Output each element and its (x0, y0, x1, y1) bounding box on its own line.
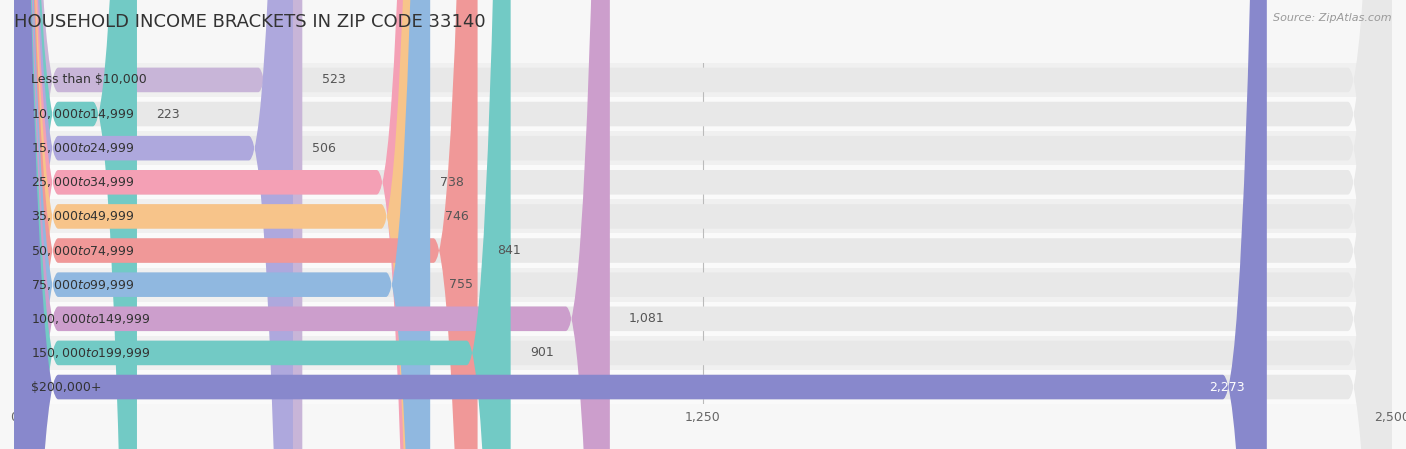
FancyBboxPatch shape (14, 0, 1392, 449)
Text: 738: 738 (440, 176, 464, 189)
Text: 523: 523 (322, 74, 346, 86)
Text: 901: 901 (530, 347, 554, 359)
FancyBboxPatch shape (14, 0, 1392, 449)
FancyBboxPatch shape (14, 0, 478, 449)
Text: $35,000 to $49,999: $35,000 to $49,999 (31, 209, 134, 224)
Bar (14, 336, 1392, 370)
Text: $75,000 to $99,999: $75,000 to $99,999 (31, 277, 134, 292)
Text: 506: 506 (312, 142, 336, 154)
Bar (14, 370, 1392, 404)
Text: $10,000 to $14,999: $10,000 to $14,999 (31, 107, 134, 121)
Bar (14, 268, 1392, 302)
FancyBboxPatch shape (14, 0, 1392, 449)
FancyBboxPatch shape (14, 0, 425, 449)
FancyBboxPatch shape (14, 0, 292, 449)
Text: 1,081: 1,081 (628, 313, 665, 325)
FancyBboxPatch shape (14, 0, 510, 449)
FancyBboxPatch shape (14, 0, 1392, 449)
Bar (14, 165, 1392, 199)
Text: Less than $10,000: Less than $10,000 (31, 74, 146, 86)
Text: $50,000 to $74,999: $50,000 to $74,999 (31, 243, 134, 258)
Bar (14, 199, 1392, 233)
FancyBboxPatch shape (14, 0, 302, 449)
Bar (14, 63, 1392, 97)
Text: 755: 755 (450, 278, 474, 291)
FancyBboxPatch shape (14, 0, 610, 449)
Text: $200,000+: $200,000+ (31, 381, 101, 393)
FancyBboxPatch shape (14, 0, 1392, 449)
FancyBboxPatch shape (14, 0, 136, 449)
Text: $15,000 to $24,999: $15,000 to $24,999 (31, 141, 134, 155)
FancyBboxPatch shape (14, 0, 1392, 449)
Text: 841: 841 (496, 244, 520, 257)
Text: Source: ZipAtlas.com: Source: ZipAtlas.com (1274, 13, 1392, 23)
Text: HOUSEHOLD INCOME BRACKETS IN ZIP CODE 33140: HOUSEHOLD INCOME BRACKETS IN ZIP CODE 33… (14, 13, 485, 31)
FancyBboxPatch shape (14, 0, 1392, 449)
Text: $150,000 to $199,999: $150,000 to $199,999 (31, 346, 150, 360)
FancyBboxPatch shape (14, 0, 420, 449)
Text: $100,000 to $149,999: $100,000 to $149,999 (31, 312, 150, 326)
FancyBboxPatch shape (14, 0, 1392, 449)
Bar (14, 233, 1392, 268)
FancyBboxPatch shape (14, 0, 1392, 449)
FancyBboxPatch shape (14, 0, 430, 449)
Bar (14, 302, 1392, 336)
Text: 223: 223 (156, 108, 180, 120)
Text: $25,000 to $34,999: $25,000 to $34,999 (31, 175, 134, 189)
Bar (14, 131, 1392, 165)
Text: 746: 746 (444, 210, 468, 223)
Bar (14, 97, 1392, 131)
FancyBboxPatch shape (14, 0, 1267, 449)
FancyBboxPatch shape (14, 0, 1392, 449)
Text: 2,273: 2,273 (1209, 381, 1244, 393)
